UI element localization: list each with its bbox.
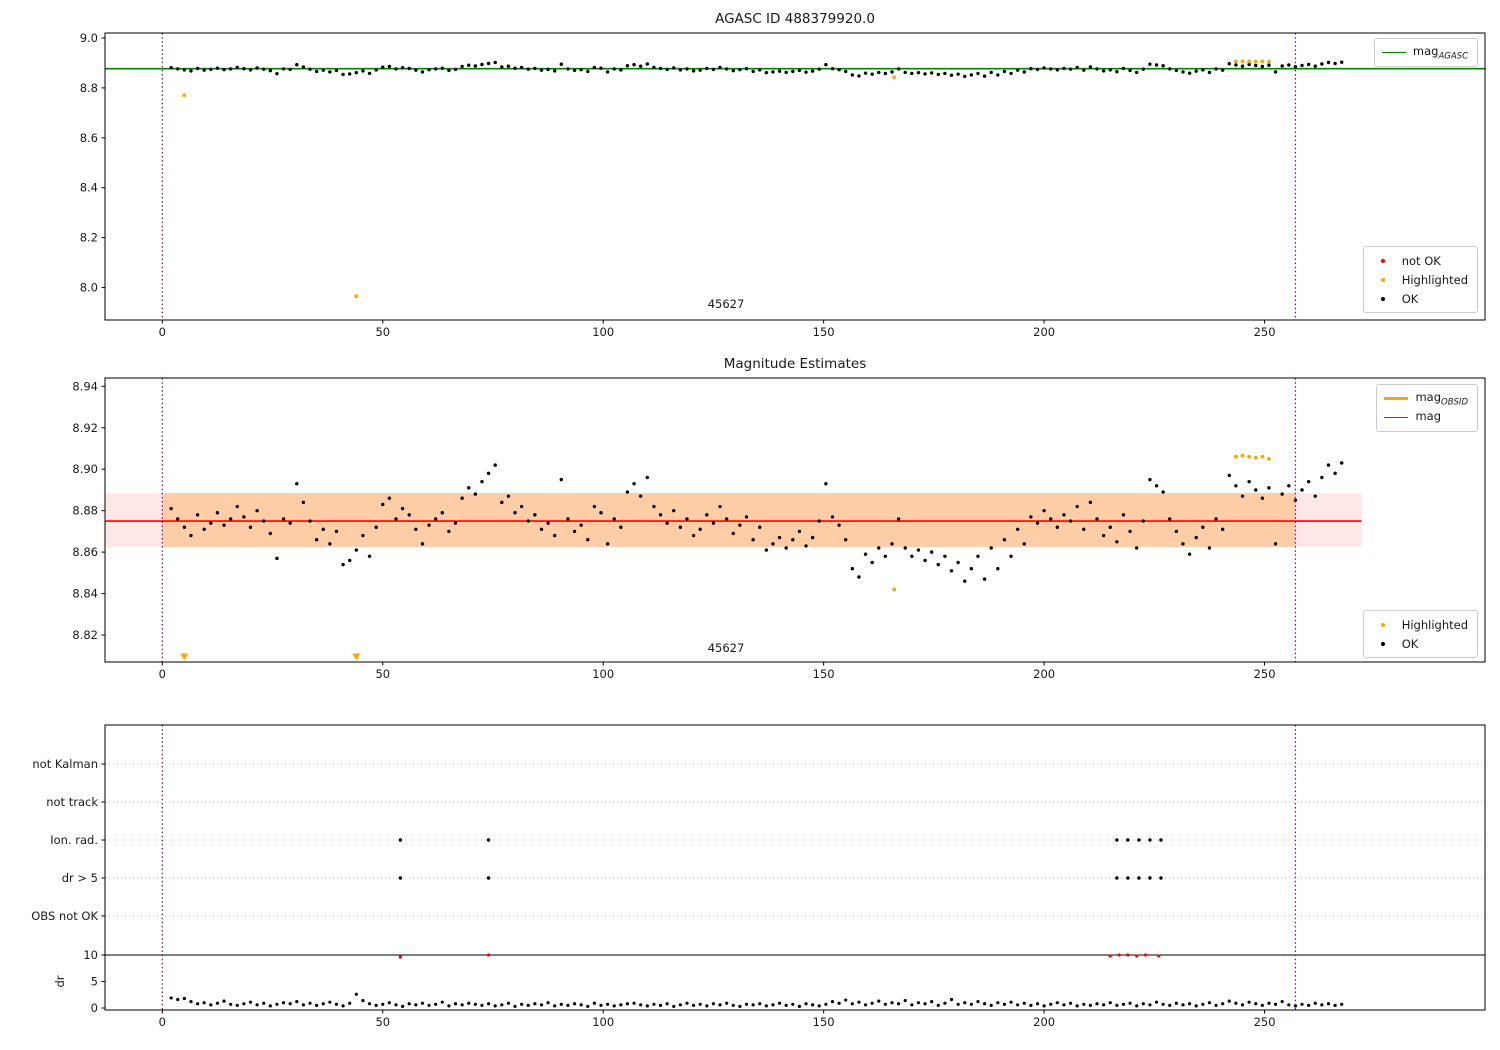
svg-text:OBS not OK: OBS not OK bbox=[31, 909, 98, 923]
highlighted-dot-icon bbox=[1371, 622, 1395, 627]
plot3-dr-points bbox=[169, 992, 1344, 1009]
legend-label-mag-obsid: magOBSID bbox=[1415, 389, 1468, 408]
plot2-highlighted-points bbox=[892, 453, 1271, 592]
legend-item-mag-agasc: magAGASC bbox=[1381, 43, 1468, 62]
plot1-mag-agasc: 0 50 100 150 200 250 9.0 8.8 8.6 8.4 8.2 8.0 bbox=[80, 31, 1486, 339]
svg-text:0: 0 bbox=[91, 1001, 98, 1015]
svg-text:200: 200 bbox=[1033, 667, 1055, 681]
svg-text:0: 0 bbox=[159, 1015, 166, 1029]
svg-text:8.86: 8.86 bbox=[72, 545, 98, 559]
svg-text:dr > 5: dr > 5 bbox=[62, 871, 98, 885]
plot3-flags-dr: not Kalman not track Ion. rad. dr > 5 OBS no… bbox=[31, 724, 1486, 1029]
legend-item-highlighted: Highlighted bbox=[1371, 270, 1468, 289]
svg-text:8.6: 8.6 bbox=[80, 131, 98, 145]
legend-item-highlighted-2: Highlighted bbox=[1371, 615, 1468, 634]
plot1-tick-labels: 0 50 100 150 200 250 9.0 8.8 8.6 8.4 8.2 8.0 bbox=[80, 31, 1276, 339]
svg-text:150: 150 bbox=[813, 1015, 835, 1029]
svg-text:250: 250 bbox=[1254, 667, 1276, 681]
legend-item-mag: mag bbox=[1384, 408, 1468, 427]
legend-label-mag: mag bbox=[1415, 408, 1442, 423]
svg-text:8.4: 8.4 bbox=[80, 181, 98, 195]
plot2-clipped-low-markers bbox=[180, 653, 361, 661]
plot3-tick-labels: 0 50 100 150 200 250 bbox=[159, 1010, 1276, 1029]
plot2-ok-points bbox=[169, 461, 1344, 583]
svg-text:150: 150 bbox=[813, 667, 835, 681]
plot2-title: Magnitude Estimates bbox=[723, 356, 867, 372]
ok-dot-icon bbox=[1371, 641, 1395, 646]
svg-text:0: 0 bbox=[159, 325, 166, 339]
svg-text:8.8: 8.8 bbox=[80, 81, 98, 95]
mag-agasc-line-sample-icon bbox=[1381, 52, 1406, 53]
svg-text:150: 150 bbox=[813, 325, 835, 339]
plot2-points-legend: Highlighted OK bbox=[1362, 610, 1478, 658]
legend-label-mag-agasc: magAGASC bbox=[1412, 43, 1468, 62]
svg-text:8.2: 8.2 bbox=[80, 231, 98, 245]
plot1-ok-points bbox=[169, 60, 1344, 79]
svg-text:Ion. rad.: Ion. rad. bbox=[50, 833, 98, 847]
svg-text:5: 5 bbox=[91, 975, 98, 989]
svg-text:8.94: 8.94 bbox=[72, 379, 98, 393]
svg-text:50: 50 bbox=[375, 325, 390, 339]
not-ok-dot-icon bbox=[1371, 258, 1395, 263]
svg-text:50: 50 bbox=[375, 667, 390, 681]
plot1-obsid-annotation: 45627 bbox=[707, 297, 745, 311]
mag-line-sample-icon bbox=[1384, 417, 1409, 418]
mag-obsid-line-sample-icon bbox=[1384, 397, 1409, 400]
svg-text:8.82: 8.82 bbox=[72, 628, 98, 642]
plot2-magnitude-estimates: 0 50 100 150 200 250 8.94 8.92 8.90 8.88 8.86 8.84 8… bbox=[72, 377, 1486, 681]
plot3-dr-not-ok-points bbox=[398, 953, 1161, 959]
svg-text:8.84: 8.84 bbox=[72, 587, 98, 601]
svg-text:not track: not track bbox=[46, 795, 98, 809]
mag-error-band-outer bbox=[105, 493, 1362, 547]
plot2-line-legend: magOBSID mag bbox=[1376, 384, 1478, 432]
svg-text:not Kalman: not Kalman bbox=[32, 757, 98, 771]
plot2-tick-labels: 0 50 100 150 200 250 8.94 8.92 8.90 8.88 8.86 8.84 8… bbox=[72, 379, 1275, 681]
legend-item-ok-2: OK bbox=[1371, 634, 1468, 653]
svg-text:8.0: 8.0 bbox=[80, 281, 98, 295]
svg-text:100: 100 bbox=[592, 1015, 614, 1029]
legend-item-ok: OK bbox=[1371, 289, 1468, 308]
svg-text:8.90: 8.90 bbox=[72, 462, 98, 476]
legend-item-mag-obsid: magOBSID bbox=[1384, 389, 1468, 408]
svg-text:8.88: 8.88 bbox=[72, 504, 98, 518]
plot1-line-legend: magAGASC bbox=[1373, 38, 1478, 67]
svg-text:8.92: 8.92 bbox=[72, 421, 98, 435]
svg-text:200: 200 bbox=[1033, 325, 1055, 339]
svg-text:0: 0 bbox=[159, 667, 166, 681]
plot1-points-legend: not OK Highlighted OK bbox=[1362, 246, 1478, 313]
plot2-obsid-annotation: 45627 bbox=[707, 641, 745, 655]
svg-text:250: 250 bbox=[1254, 1015, 1276, 1029]
legend-item-not-ok: not OK bbox=[1371, 251, 1468, 270]
svg-text:10: 10 bbox=[83, 948, 98, 962]
ok-dot-icon bbox=[1371, 296, 1395, 301]
dr-ylabel: dr bbox=[53, 975, 67, 987]
svg-text:50: 50 bbox=[375, 1015, 390, 1029]
plot3-flag-points bbox=[398, 838, 1163, 880]
svg-text:100: 100 bbox=[592, 325, 614, 339]
plot1-highlighted-points bbox=[182, 59, 1271, 299]
svg-text:100: 100 bbox=[592, 667, 614, 681]
mag-error-band-obsid bbox=[162, 493, 1296, 547]
svg-text:200: 200 bbox=[1033, 1015, 1055, 1029]
highlighted-dot-icon bbox=[1371, 277, 1395, 282]
plot3-row-labels: not Kalman not track Ion. rad. dr > 5 OBS no… bbox=[31, 757, 105, 1015]
svg-text:250: 250 bbox=[1254, 325, 1276, 339]
plot1-title: AGASC ID 488379920.0 bbox=[715, 11, 875, 27]
svg-text:9.0: 9.0 bbox=[80, 31, 98, 45]
